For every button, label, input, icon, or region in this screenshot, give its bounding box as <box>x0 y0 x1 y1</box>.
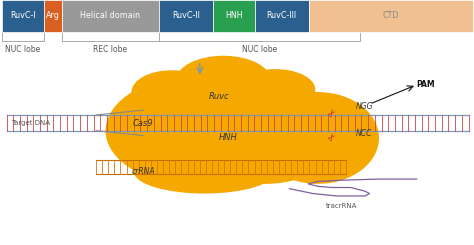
Bar <box>309 0 474 32</box>
Text: NCC: NCC <box>356 129 372 138</box>
Ellipse shape <box>191 82 341 184</box>
Text: ✂: ✂ <box>326 106 338 119</box>
Bar <box>159 0 213 32</box>
Ellipse shape <box>106 75 294 186</box>
Bar <box>44 0 62 32</box>
Text: Helical domain: Helical domain <box>81 11 140 20</box>
Text: RuvC-III: RuvC-III <box>266 11 297 20</box>
Ellipse shape <box>131 70 211 114</box>
Text: NUC lobe: NUC lobe <box>5 45 41 54</box>
Text: Target DNA: Target DNA <box>11 121 50 126</box>
Text: crRNA: crRNA <box>131 167 155 176</box>
Bar <box>255 0 309 32</box>
Ellipse shape <box>235 69 315 110</box>
Text: PAM: PAM <box>417 80 435 89</box>
Ellipse shape <box>138 121 337 184</box>
Text: Cas9: Cas9 <box>133 119 154 128</box>
Text: Ruvc: Ruvc <box>208 92 229 101</box>
Text: NGG: NGG <box>356 102 373 111</box>
Text: REC lobe: REC lobe <box>93 45 128 54</box>
Bar <box>213 0 255 32</box>
Bar <box>62 0 159 32</box>
Ellipse shape <box>134 150 275 194</box>
Text: HNH: HNH <box>225 11 243 20</box>
Bar <box>2 0 44 32</box>
Text: RuvC-I: RuvC-I <box>10 11 36 20</box>
Text: CTD: CTD <box>383 11 399 20</box>
Ellipse shape <box>256 92 379 184</box>
Ellipse shape <box>176 56 271 104</box>
Text: NUC lobe: NUC lobe <box>242 45 277 54</box>
Text: tracrRNA: tracrRNA <box>326 203 357 209</box>
Text: Arg: Arg <box>46 11 60 20</box>
Text: ✂: ✂ <box>326 130 338 143</box>
Text: RuvC-II: RuvC-II <box>172 11 200 20</box>
Text: HNH: HNH <box>219 134 237 142</box>
